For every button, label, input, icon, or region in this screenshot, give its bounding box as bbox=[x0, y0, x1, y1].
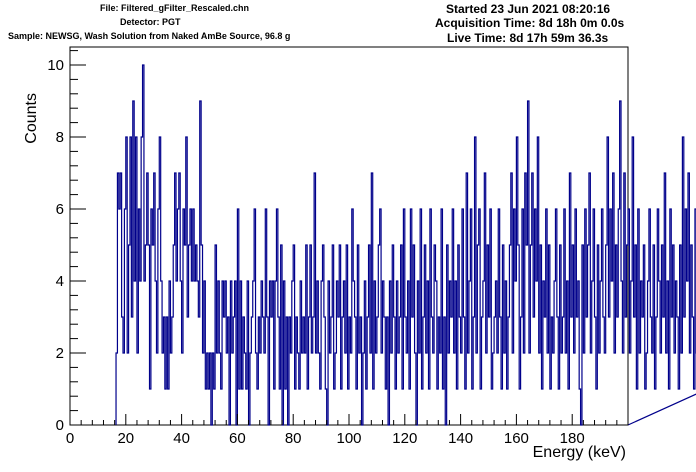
y-tick-label: 10 bbox=[47, 57, 64, 74]
x-tick-label: 140 bbox=[448, 430, 473, 447]
x-tick-label: 100 bbox=[336, 430, 361, 447]
x-tick-label: 0 bbox=[66, 430, 74, 447]
histogram bbox=[115, 64, 696, 426]
detector-label: Detector: PGT bbox=[120, 17, 181, 27]
sample-label: Sample: NEWSG, Wash Solution from Naked … bbox=[8, 31, 291, 41]
x-tick-label: 120 bbox=[392, 430, 417, 447]
y-tick-label: 8 bbox=[56, 129, 64, 146]
y-tick-label: 2 bbox=[56, 345, 64, 362]
x-axis: 0 20 40 60 80 100 120 140 160 180 bbox=[66, 414, 629, 447]
y-axis-title: Counts bbox=[23, 93, 40, 144]
x-tick-label: 160 bbox=[504, 430, 529, 447]
x-tick-label: 20 bbox=[117, 430, 134, 447]
file-label: File: Filtered_gFilter_Rescaled.chn bbox=[100, 3, 250, 13]
histogram-line bbox=[115, 64, 696, 426]
x-tick-label: 180 bbox=[560, 430, 585, 447]
acquisition-label: Acquisition Time: 8d 18h 0m 0.0s bbox=[435, 16, 625, 30]
y-axis: 0 2 4 6 8 10 bbox=[47, 50, 86, 434]
started-label: Started 23 Jun 2021 08:20:16 bbox=[446, 2, 611, 16]
x-tick-label: 80 bbox=[285, 430, 302, 447]
x-tick-label: 60 bbox=[229, 430, 246, 447]
live-time-label: Live Time: 8d 17h 59m 36.3s bbox=[447, 31, 609, 45]
x-axis-title: Energy (keV) bbox=[533, 444, 626, 461]
y-tick-label: 4 bbox=[56, 273, 64, 290]
x-tick-label: 40 bbox=[173, 430, 190, 447]
y-tick-label: 6 bbox=[56, 201, 64, 218]
y-tick-label: 0 bbox=[56, 417, 64, 434]
